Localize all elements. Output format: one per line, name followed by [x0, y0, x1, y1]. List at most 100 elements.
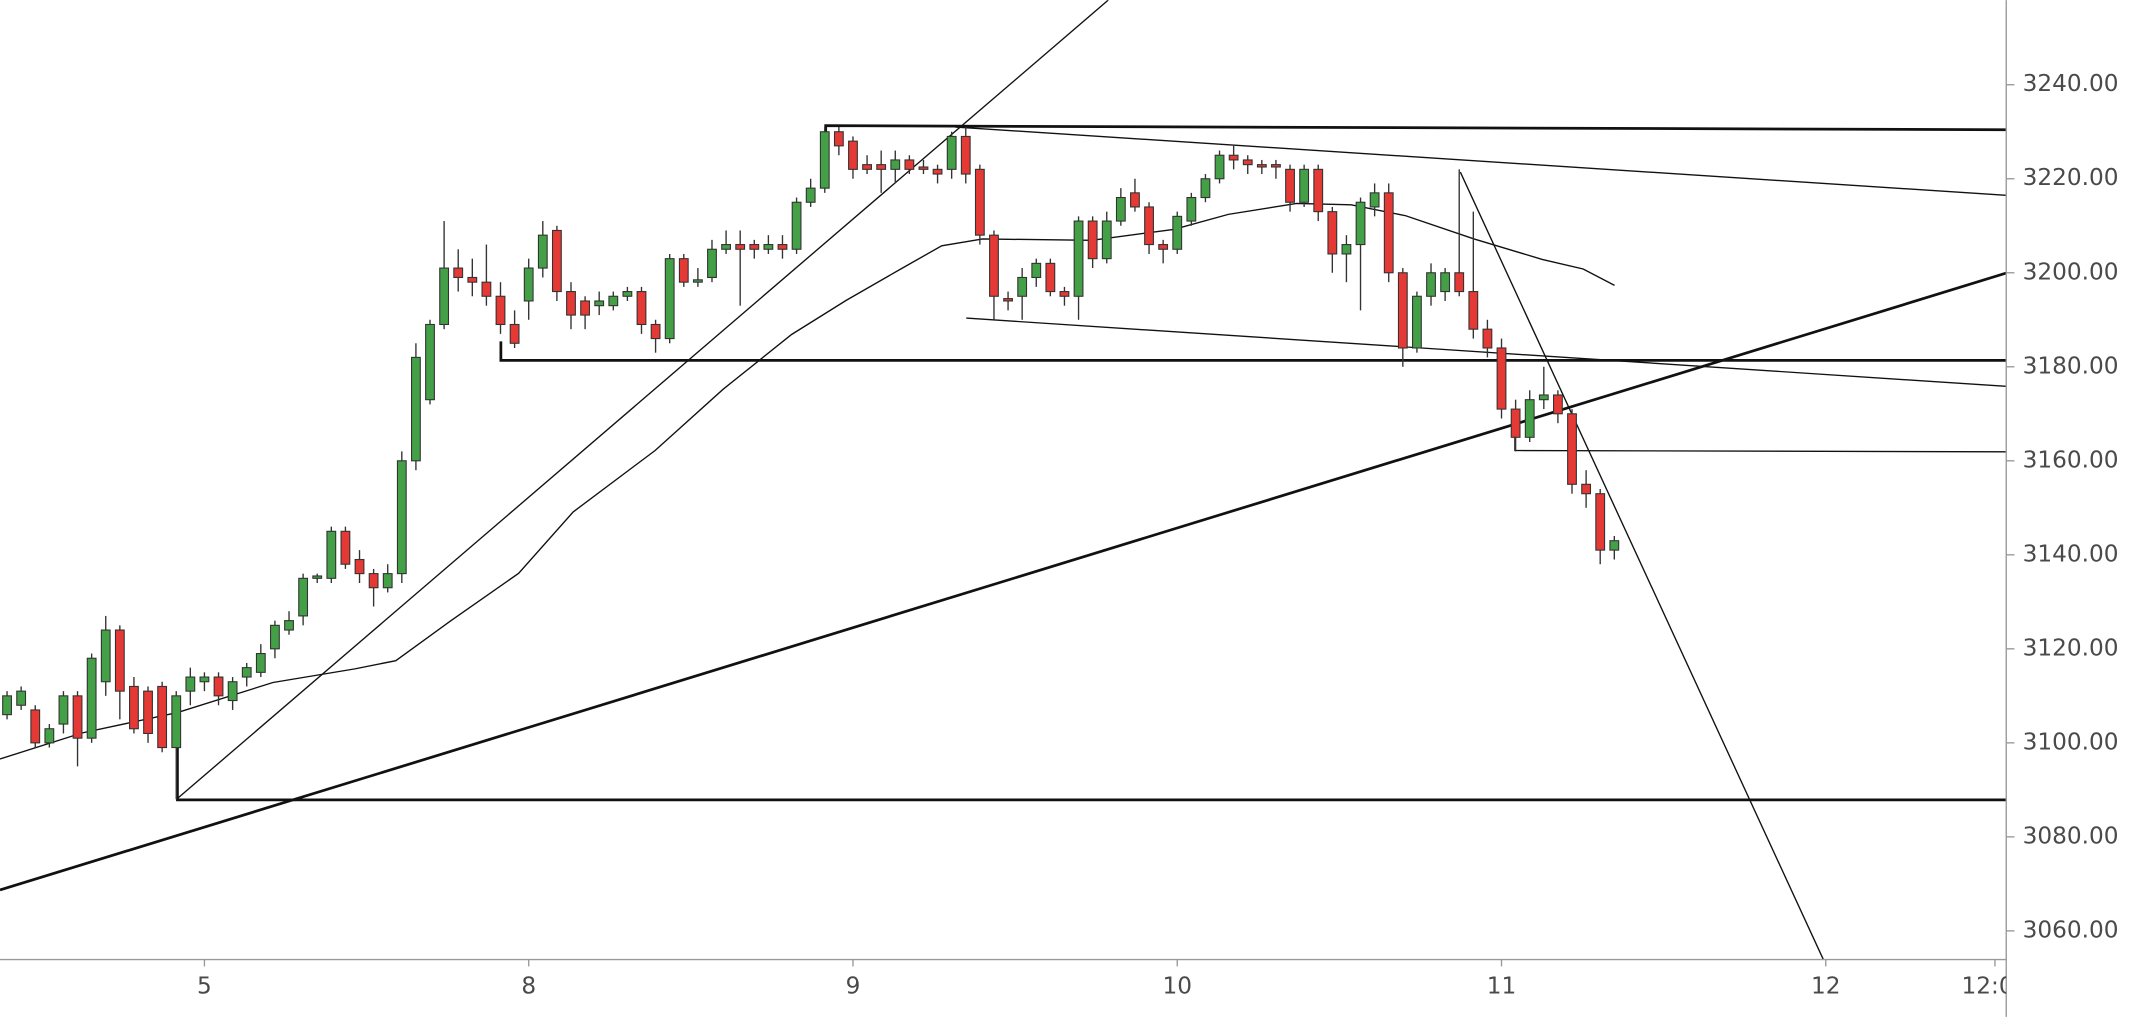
candle-body	[241, 667, 252, 678]
candle-body	[143, 690, 153, 734]
candle-body	[467, 276, 478, 283]
candle-body	[707, 248, 717, 279]
candle-body	[650, 323, 661, 340]
candle-body	[960, 135, 971, 175]
candle-body	[777, 244, 788, 250]
candle-body	[1101, 220, 1112, 260]
candle-body	[86, 657, 97, 739]
candle-body	[946, 135, 957, 170]
y-tick-label: 3080.00	[2023, 822, 2119, 849]
candle-body	[862, 164, 872, 170]
support-line	[176, 748, 2007, 802]
candle-body	[1454, 272, 1465, 293]
candle-body	[692, 279, 703, 283]
candle-body	[1482, 328, 1493, 349]
candle-body	[989, 234, 999, 297]
y-tick-label: 3180.00	[2023, 352, 2119, 379]
candle-body	[974, 168, 985, 236]
candle-body	[44, 728, 55, 744]
candle-body	[819, 131, 830, 189]
candle-body	[227, 681, 238, 702]
candle-body	[876, 164, 887, 170]
candle-body	[1567, 413, 1577, 485]
x-tick-label: 10	[1162, 972, 1192, 999]
y-tick-label: 3060.00	[2023, 916, 2119, 943]
candle-body	[1581, 483, 1592, 495]
candle-body	[1510, 408, 1521, 438]
candle-body	[1073, 220, 1084, 297]
candle-body	[1256, 164, 1267, 168]
moving-average	[0, 202, 1615, 760]
candle-body	[580, 300, 591, 316]
candle-body	[608, 295, 619, 307]
candle-body	[312, 575, 323, 579]
candle-body	[495, 295, 506, 326]
candle-body	[1059, 291, 1070, 297]
candle-body	[918, 166, 929, 170]
candle-body	[664, 258, 675, 340]
y-tick-label: 3120.00	[2023, 634, 2119, 661]
candle-body	[1172, 215, 1183, 250]
candle-body	[1115, 197, 1126, 222]
candle-body	[439, 267, 450, 326]
candle-body	[1595, 493, 1606, 551]
candle-body	[270, 624, 280, 650]
candle-body	[749, 244, 760, 250]
candle-body	[791, 201, 802, 250]
candle-body	[1426, 272, 1436, 297]
candle-body	[1397, 272, 1408, 349]
x-tick-label: 9	[846, 972, 861, 999]
candle-body	[763, 244, 774, 250]
trend-line	[0, 271, 2007, 892]
candle-body	[1017, 276, 1028, 297]
candle-body	[368, 573, 379, 589]
candle-body	[678, 258, 689, 283]
candle-body	[1200, 178, 1211, 199]
candle-body	[1158, 244, 1169, 250]
candle-body	[58, 695, 69, 725]
candle-body	[904, 159, 915, 170]
candle-body	[1228, 154, 1239, 161]
x-tick-label: 12	[1811, 972, 1841, 999]
candle-body	[1355, 201, 1366, 246]
candle-body	[1299, 168, 1310, 203]
candle-body	[213, 676, 224, 697]
candle-body	[2, 695, 12, 716]
candle-body	[1341, 244, 1352, 255]
candle-body	[354, 558, 365, 575]
candle-body	[1285, 168, 1295, 203]
candle-body	[396, 460, 407, 575]
candle-body	[16, 690, 27, 706]
candle-body	[298, 577, 309, 617]
x-axis: 5 8 9 10 11 12 12:00	[197, 959, 2029, 999]
candle-body	[1369, 192, 1380, 208]
candle-body	[72, 695, 83, 739]
candle-body	[340, 530, 351, 565]
candle-body	[805, 187, 816, 203]
y-tick-label: 3100.00	[2023, 728, 2119, 755]
candle-body	[1144, 206, 1154, 246]
candle-body	[735, 244, 746, 250]
candle-body	[255, 652, 266, 673]
candle-body	[1214, 154, 1225, 180]
y-tick-label: 3240.00	[2023, 70, 2119, 97]
y-tick-label: 3140.00	[2023, 540, 2119, 567]
trend-line	[176, 0, 1109, 800]
x-tick-label: 5	[197, 972, 212, 999]
y-tick-label: 3260.00	[2023, 0, 2119, 3]
candle-body	[890, 159, 901, 170]
x-tick-label: 11	[1487, 972, 1517, 999]
y-tick-label: 3160.00	[2023, 446, 2119, 473]
candle-body	[1130, 192, 1140, 208]
candle-body	[1440, 272, 1451, 293]
candle-body	[1242, 159, 1253, 166]
candle-body	[636, 291, 647, 326]
candle-body	[129, 685, 139, 730]
candle-body	[157, 685, 168, 749]
candle-body	[509, 323, 520, 344]
candle-body	[566, 291, 576, 316]
x-tick-label: 12:00	[1962, 972, 2029, 999]
candle-body	[622, 291, 633, 297]
